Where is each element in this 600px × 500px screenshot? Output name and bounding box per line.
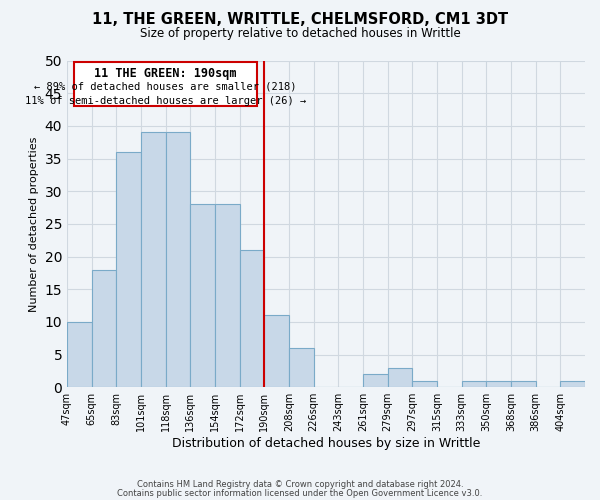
Text: 11 THE GREEN: 190sqm: 11 THE GREEN: 190sqm bbox=[94, 67, 237, 80]
FancyBboxPatch shape bbox=[74, 62, 257, 106]
Text: 11% of semi-detached houses are larger (26) →: 11% of semi-detached houses are larger (… bbox=[25, 96, 307, 106]
Bar bbox=[412, 380, 437, 387]
Bar bbox=[487, 380, 511, 387]
Bar bbox=[511, 380, 536, 387]
Text: ← 89% of detached houses are smaller (218): ← 89% of detached houses are smaller (21… bbox=[34, 82, 297, 92]
Bar bbox=[560, 380, 585, 387]
Bar bbox=[240, 250, 265, 387]
X-axis label: Distribution of detached houses by size in Writtle: Distribution of detached houses by size … bbox=[172, 437, 480, 450]
Bar bbox=[388, 368, 412, 387]
Bar bbox=[289, 348, 314, 387]
Text: Contains public sector information licensed under the Open Government Licence v3: Contains public sector information licen… bbox=[118, 488, 482, 498]
Bar bbox=[363, 374, 388, 387]
Bar bbox=[166, 132, 190, 387]
Bar bbox=[190, 204, 215, 387]
Bar bbox=[215, 204, 240, 387]
Bar bbox=[141, 132, 166, 387]
Bar bbox=[67, 322, 92, 387]
Bar bbox=[265, 316, 289, 387]
Text: Contains HM Land Registry data © Crown copyright and database right 2024.: Contains HM Land Registry data © Crown c… bbox=[137, 480, 463, 489]
Text: Size of property relative to detached houses in Writtle: Size of property relative to detached ho… bbox=[140, 28, 460, 40]
Text: 11, THE GREEN, WRITTLE, CHELMSFORD, CM1 3DT: 11, THE GREEN, WRITTLE, CHELMSFORD, CM1 … bbox=[92, 12, 508, 28]
Bar bbox=[92, 270, 116, 387]
Y-axis label: Number of detached properties: Number of detached properties bbox=[29, 136, 39, 312]
Bar bbox=[116, 152, 141, 387]
Bar bbox=[461, 380, 487, 387]
